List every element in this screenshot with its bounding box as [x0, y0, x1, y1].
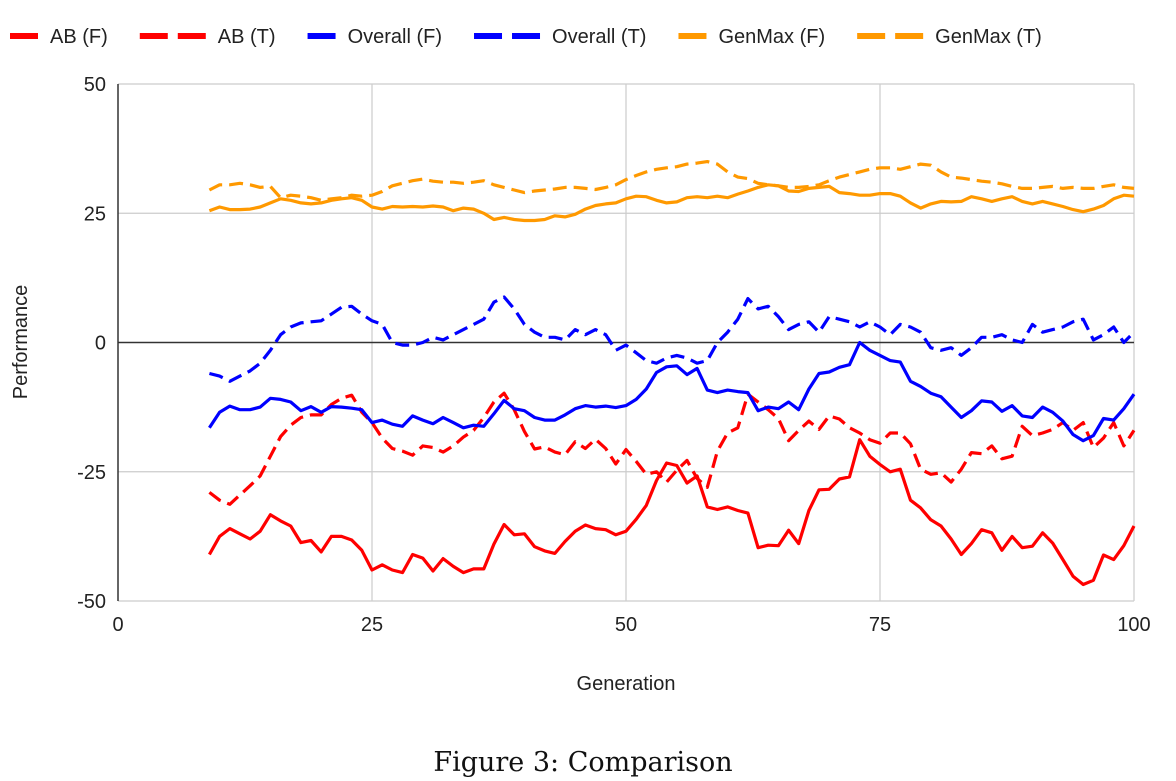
legend-label: Overall (T) [552, 26, 646, 48]
legend-item: Overall (T) [474, 26, 646, 48]
legend-item: Overall (F) [307, 26, 442, 48]
series-line-overall-f [208, 340, 1136, 443]
series-line-overall-t [209, 295, 1136, 383]
legend-label: AB (T) [218, 26, 276, 48]
y-tick-label: 0 [95, 333, 106, 355]
legend-item: AB (F) [10, 26, 108, 48]
series-line-ab-f [208, 438, 1136, 587]
x-tick-label: 50 [615, 614, 637, 636]
x-tick-label: 75 [869, 614, 891, 636]
y-tick-label: 25 [84, 203, 106, 225]
legend-label: GenMax (T) [935, 26, 1042, 48]
legend: AB (F) AB (T) Overall (F) Overall (T) GenMax… [10, 26, 1042, 48]
x-tick-label: 25 [361, 614, 383, 636]
y-axis: -50 -25 0 25 50 [77, 74, 119, 613]
legend-item: GenMax (F) [678, 26, 825, 48]
x-tick-label: 100 [1117, 614, 1150, 636]
figure-caption: Figure 3: Comparison [433, 747, 732, 778]
legend-label: Overall (F) [348, 26, 442, 48]
legend-item: GenMax (T) [857, 26, 1042, 48]
y-tick-label: -50 [77, 591, 106, 613]
y-tick-label: 50 [84, 74, 106, 96]
series-line-ab-t [208, 391, 1136, 506]
y-axis-title: Performance [10, 285, 32, 400]
legend-label: GenMax (F) [718, 26, 825, 48]
legend-label: AB (F) [50, 26, 108, 48]
series-line-genmax-f [208, 183, 1135, 223]
x-axis: 0 25 50 75 100 [112, 614, 1150, 636]
series-lines [208, 160, 1136, 587]
y-tick-label: -25 [77, 462, 106, 484]
x-tick-label: 0 [112, 614, 123, 636]
series-line-genmax-t [208, 160, 1135, 202]
x-axis-title: Generation [577, 673, 676, 695]
legend-item: AB (T) [139, 26, 276, 48]
